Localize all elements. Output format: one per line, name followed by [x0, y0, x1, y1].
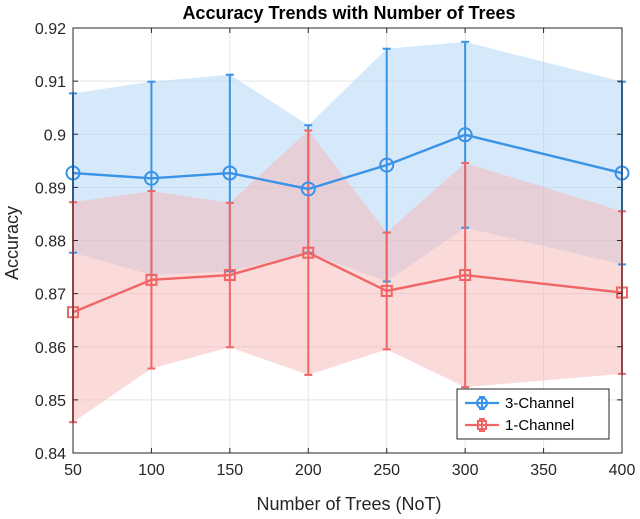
y-axis-label: Accuracy	[2, 206, 22, 280]
y-tick-label: 0.92	[35, 21, 66, 38]
x-tick-label: 50	[64, 462, 82, 479]
series-line-2	[72, 251, 623, 314]
data-point-square	[145, 273, 158, 286]
data-point-square	[302, 246, 315, 259]
y-tick-label: 0.88	[35, 234, 66, 251]
x-tick-label: 300	[452, 462, 479, 479]
y-tick-label: 0.89	[35, 180, 66, 197]
y-tick-label: 0.85	[35, 393, 66, 410]
error-band-2	[73, 130, 622, 423]
x-tick-label: 150	[217, 462, 244, 479]
x-axis-ticks: 50 100 150 200 250 300 350 400	[64, 28, 635, 479]
y-tick-label: 0.91	[35, 74, 66, 91]
legend-label: 1-Channel	[505, 417, 574, 434]
legend-marker-circle	[476, 397, 488, 409]
data-point-circle	[222, 165, 238, 181]
x-tick-label: 100	[138, 462, 165, 479]
y-axis-ticks: 0.84 0.85 0.86 0.87 0.88 0.89 0.9 0.91 0.92	[35, 21, 622, 463]
y-tick-label: 0.87	[35, 287, 66, 304]
x-axis-label: Number of Trees (NoT)	[256, 494, 441, 514]
x-tick-label: 350	[530, 462, 557, 479]
legend-marker-square	[477, 420, 487, 430]
legend: 3-Channel 1-Channel	[456, 388, 610, 440]
y-tick-label: 0.9	[44, 127, 66, 144]
data-point-circle	[379, 157, 395, 173]
y-tick-label: 0.86	[35, 340, 66, 357]
data-point-circle	[300, 181, 316, 197]
data-point-circle	[143, 170, 159, 186]
x-tick-label: 250	[373, 462, 400, 479]
series-lines	[72, 133, 623, 314]
legend-label: 3-Channel	[505, 395, 574, 412]
chart-title: Accuracy Trends with Number of Trees	[182, 3, 515, 23]
x-tick-label: 400	[609, 462, 636, 479]
error-bands	[73, 41, 622, 423]
x-tick-label: 200	[295, 462, 322, 479]
data-point-square	[459, 269, 472, 282]
data-point-square	[223, 269, 236, 282]
series-line-1	[72, 133, 623, 191]
y-tick-label: 0.84	[35, 446, 66, 463]
data-point-square	[380, 284, 393, 297]
data-point-circle	[457, 127, 473, 143]
